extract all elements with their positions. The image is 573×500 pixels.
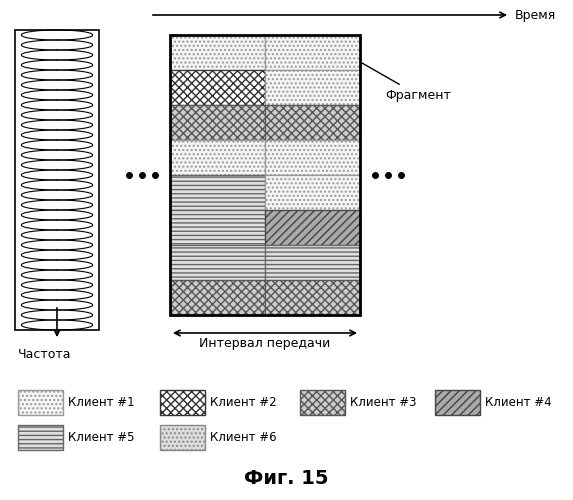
- Text: Частота: Частота: [18, 348, 72, 361]
- Bar: [170, 105, 265, 140]
- Text: Клиент #6: Клиент #6: [210, 431, 277, 444]
- Bar: [170, 210, 265, 245]
- Bar: [170, 140, 265, 175]
- Bar: [170, 70, 265, 105]
- Text: Интервал передачи: Интервал передачи: [199, 337, 331, 350]
- Text: Клиент #4: Клиент #4: [485, 396, 552, 409]
- Bar: [18, 390, 63, 415]
- Bar: [265, 140, 360, 175]
- Bar: [170, 280, 265, 315]
- Bar: [170, 35, 360, 315]
- Text: Клиент #1: Клиент #1: [68, 396, 135, 409]
- Bar: [435, 390, 480, 415]
- Bar: [170, 245, 265, 280]
- Bar: [265, 35, 360, 70]
- Bar: [300, 390, 345, 415]
- Text: Время: Время: [515, 8, 556, 22]
- Bar: [265, 245, 360, 280]
- Bar: [160, 390, 205, 415]
- Bar: [265, 105, 360, 140]
- Bar: [265, 280, 360, 315]
- Bar: [170, 175, 265, 210]
- Bar: [15, 30, 99, 330]
- Bar: [15, 30, 99, 330]
- Text: Клиент #2: Клиент #2: [210, 396, 277, 409]
- Bar: [265, 175, 360, 210]
- Bar: [170, 35, 265, 70]
- Bar: [160, 425, 205, 450]
- Text: Фиг. 15: Фиг. 15: [244, 468, 328, 487]
- Bar: [18, 425, 63, 450]
- Text: Клиент #5: Клиент #5: [68, 431, 135, 444]
- Bar: [265, 70, 360, 105]
- Text: Клиент #3: Клиент #3: [350, 396, 417, 409]
- Text: Фрагмент: Фрагмент: [352, 57, 451, 102]
- Bar: [265, 210, 360, 245]
